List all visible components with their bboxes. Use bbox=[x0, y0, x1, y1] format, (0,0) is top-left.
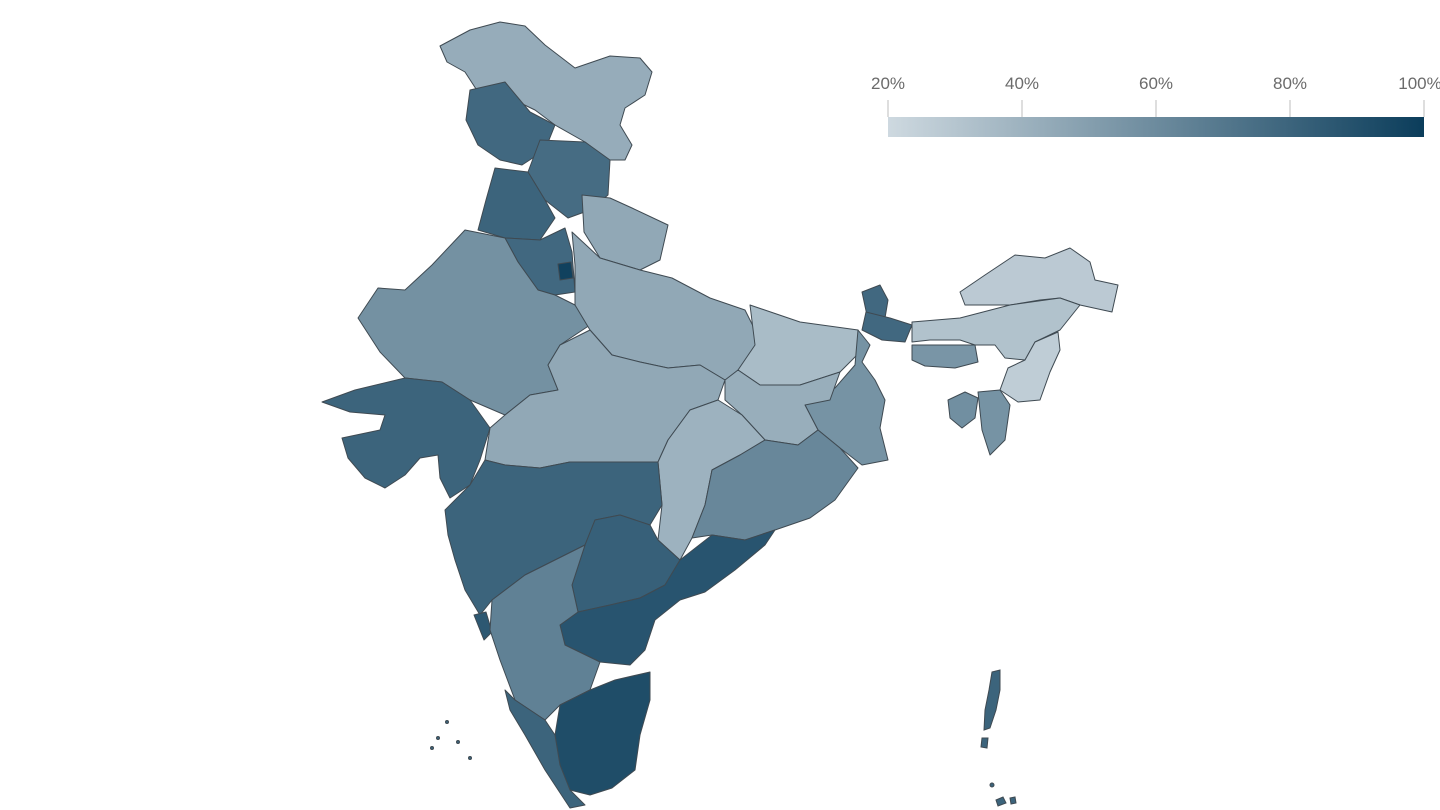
region-karnataka[interactable] bbox=[489, 544, 601, 721]
region-manipur-nagaland[interactable] bbox=[999, 331, 1061, 403]
region-nicobar-islands[interactable] bbox=[995, 796, 1007, 807]
lakshadweep-islet-4 bbox=[430, 746, 434, 750]
region-uttar-pradesh[interactable] bbox=[581, 194, 669, 271]
region-meghalaya[interactable] bbox=[911, 344, 979, 369]
legend-gradient-bar bbox=[888, 117, 1424, 137]
region-nicobar-islands-2[interactable] bbox=[1009, 796, 1017, 805]
lakshadweep-islet-1 bbox=[445, 720, 449, 724]
legend-label-40: 40% bbox=[1005, 74, 1039, 93]
region-kerala[interactable] bbox=[504, 689, 586, 809]
lakshadweep-islet-3 bbox=[456, 740, 460, 744]
region-delhi[interactable] bbox=[557, 261, 574, 281]
lakshadweep-islet-5 bbox=[468, 756, 472, 760]
state-regions bbox=[321, 21, 1119, 809]
region-goa[interactable] bbox=[473, 611, 493, 641]
color-scale-legend: 20% 40% 60% 80% 100% bbox=[871, 74, 1440, 137]
legend-label-100: 100% bbox=[1398, 74, 1440, 93]
islands bbox=[430, 669, 1017, 807]
region-nicobar-islet bbox=[989, 782, 995, 788]
legend-label-80: 80% bbox=[1273, 74, 1307, 93]
region-andaman-small-island[interactable] bbox=[980, 737, 989, 749]
region-andhra-pradesh[interactable] bbox=[559, 529, 776, 666]
lakshadweep-islet-2 bbox=[436, 736, 440, 740]
legend-label-60: 60% bbox=[1139, 74, 1173, 93]
region-bihar[interactable] bbox=[737, 304, 863, 386]
region-andaman-islands[interactable] bbox=[983, 669, 1001, 731]
region-gujarat[interactable] bbox=[321, 377, 491, 499]
region-tripura[interactable] bbox=[947, 391, 979, 429]
region-mizoram[interactable] bbox=[977, 389, 1011, 456]
legend-label-20: 20% bbox=[871, 74, 905, 93]
region-north-bengal[interactable] bbox=[861, 311, 913, 343]
region-arunachal[interactable] bbox=[959, 247, 1119, 313]
